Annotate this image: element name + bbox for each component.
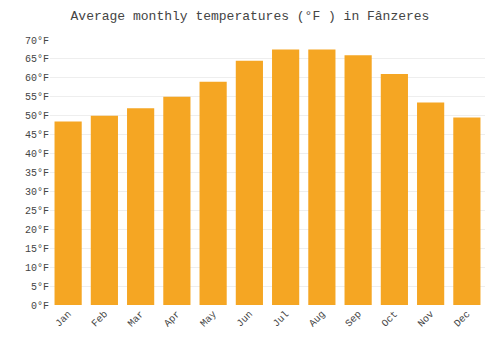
- svg-text:Aug: Aug: [307, 309, 328, 330]
- svg-text:Feb: Feb: [90, 309, 111, 330]
- svg-text:40°F: 40°F: [25, 149, 49, 160]
- svg-text:Apr: Apr: [162, 309, 183, 330]
- svg-text:25°F: 25°F: [25, 206, 49, 217]
- svg-text:50°F: 50°F: [25, 111, 49, 122]
- svg-text:Jan: Jan: [53, 309, 74, 330]
- svg-text:Sep: Sep: [343, 309, 364, 330]
- svg-text:Mar: Mar: [126, 309, 147, 330]
- svg-text:Dec: Dec: [452, 309, 473, 330]
- svg-text:0°F: 0°F: [31, 301, 49, 312]
- svg-text:15°F: 15°F: [25, 244, 49, 255]
- svg-text:Oct: Oct: [380, 309, 401, 330]
- svg-text:65°F: 65°F: [25, 54, 49, 65]
- svg-text:5°F: 5°F: [31, 282, 49, 293]
- svg-text:Average monthly temperatures (: Average monthly temperatures (°F ) in Fâ…: [71, 9, 430, 24]
- svg-text:70°F: 70°F: [25, 36, 49, 47]
- svg-text:35°F: 35°F: [25, 168, 49, 179]
- svg-text:Nov: Nov: [416, 309, 437, 330]
- svg-text:45°F: 45°F: [25, 130, 49, 141]
- svg-text:10°F: 10°F: [25, 263, 49, 274]
- svg-text:55°F: 55°F: [25, 92, 49, 103]
- svg-text:Jun: Jun: [235, 309, 256, 330]
- svg-text:30°F: 30°F: [25, 187, 49, 198]
- svg-text:20°F: 20°F: [25, 225, 49, 236]
- svg-text:Jul: Jul: [271, 309, 292, 330]
- svg-text:May: May: [198, 309, 219, 330]
- svg-text:60°F: 60°F: [25, 73, 49, 84]
